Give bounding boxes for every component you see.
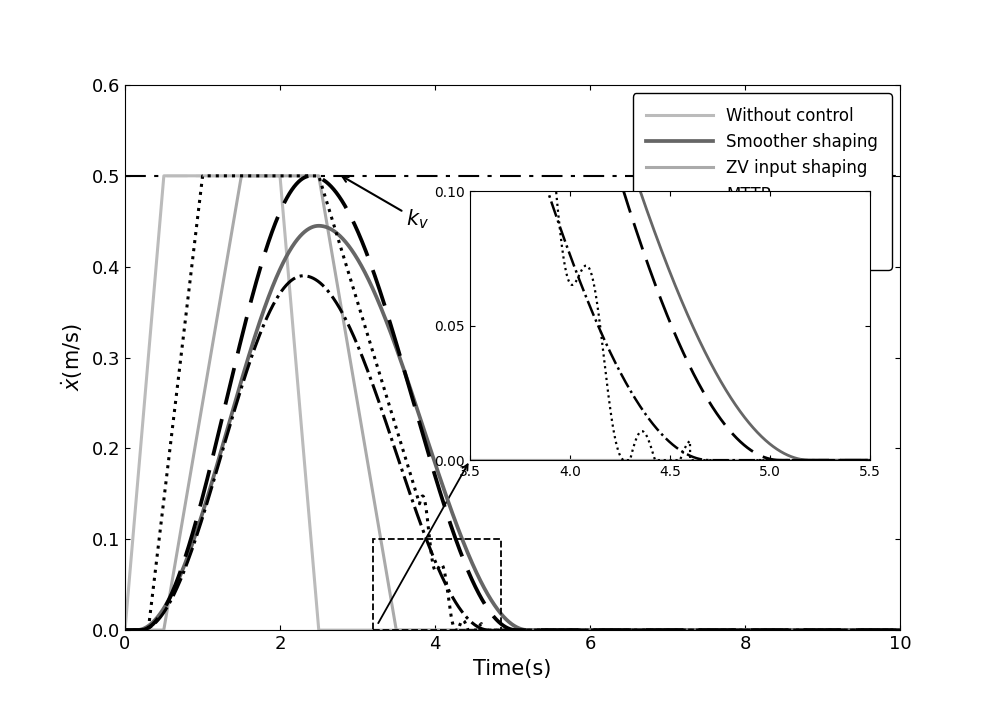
Line: Smoother shaping: Smoother shaping	[125, 226, 900, 630]
Bar	[373, 539, 501, 630]
Legend: Without control, Smoother shaping, ZV input shaping, MTTP, METP, TEOTP: Without control, Smoother shaping, ZV in…	[633, 93, 892, 270]
Line: METP: METP	[125, 276, 900, 630]
METP	[735, 626, 747, 634]
Smoother shaping	[694, 626, 706, 634]
METP	[158, 608, 170, 617]
ZV input shaping	[235, 171, 247, 180]
Without control	[119, 626, 131, 634]
Without control	[694, 626, 706, 634]
Y-axis label: $\dot{x}$(m/s): $\dot{x}$(m/s)	[59, 324, 85, 392]
Smoother shaping	[735, 626, 747, 634]
METP	[611, 626, 623, 634]
TEOTP	[400, 371, 412, 379]
ZV input shaping	[694, 626, 706, 634]
MTTP	[735, 626, 747, 634]
TEOTP	[305, 171, 317, 180]
MTTP	[611, 626, 623, 634]
ZV input shaping	[894, 626, 906, 634]
MTTP	[400, 455, 412, 463]
Without control	[400, 626, 412, 634]
Without control	[611, 626, 623, 634]
Without control	[158, 171, 170, 180]
Smoother shaping	[400, 370, 412, 379]
Line: ZV input shaping: ZV input shaping	[125, 176, 900, 630]
METP	[578, 626, 590, 634]
Smoother shaping	[578, 626, 590, 634]
X-axis label: Time(s): Time(s)	[473, 658, 552, 678]
Line: Without control: Without control	[125, 176, 900, 630]
ZV input shaping	[400, 626, 412, 634]
ZV input shaping	[578, 626, 590, 634]
Smoother shaping	[894, 626, 906, 634]
MTTP	[158, 494, 170, 503]
TEOTP	[735, 626, 747, 634]
MTTP	[694, 626, 706, 634]
MTTP	[197, 171, 209, 180]
Without control	[894, 626, 906, 634]
TEOTP	[894, 626, 906, 634]
Without control	[735, 626, 747, 634]
Smoother shaping	[158, 604, 170, 612]
ZV input shaping	[735, 626, 747, 634]
MTTP	[119, 626, 131, 634]
Without control	[578, 626, 590, 634]
METP	[694, 626, 706, 634]
Without control	[158, 171, 170, 180]
METP	[297, 272, 309, 280]
Line: MTTP: MTTP	[125, 176, 900, 630]
Smoother shaping	[313, 222, 325, 230]
MTTP	[894, 626, 906, 634]
METP	[894, 626, 906, 634]
Smoother shaping	[611, 626, 623, 634]
TEOTP	[158, 605, 170, 614]
ZV input shaping	[611, 626, 623, 634]
MTTP	[578, 626, 590, 634]
Line: TEOTP: TEOTP	[125, 176, 900, 630]
Text: $k_v$: $k_v$	[406, 207, 429, 232]
Smoother shaping	[119, 626, 131, 634]
METP	[119, 626, 131, 634]
TEOTP	[578, 626, 590, 634]
TEOTP	[119, 626, 131, 634]
TEOTP	[694, 626, 706, 634]
TEOTP	[611, 626, 623, 634]
METP	[400, 476, 412, 485]
ZV input shaping	[119, 626, 131, 634]
ZV input shaping	[158, 624, 170, 633]
